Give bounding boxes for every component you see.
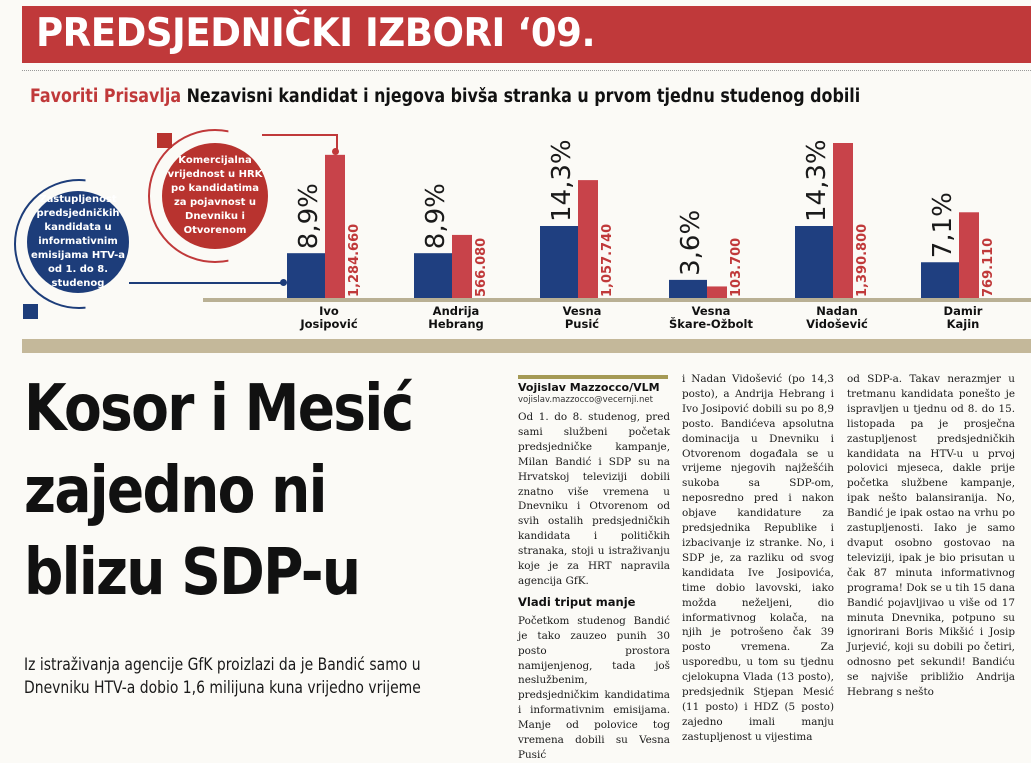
bar-tv-share bbox=[669, 279, 707, 298]
legend-text-line: Dnevniku i bbox=[185, 211, 245, 222]
legend-hrk-value: Komercijalna vrijednost u HRK po kandidati… bbox=[162, 143, 268, 249]
legend-connector-blue bbox=[129, 282, 283, 284]
category-label-line: Škare-Ožbolt bbox=[669, 317, 753, 331]
article-headline: Kosor i Mesić zajedno ni blizu SDP-u bbox=[24, 368, 437, 614]
subheading-text: Nezavisni kandidat i njegova bivša stran… bbox=[186, 86, 861, 107]
data-label-percent: 7,1% bbox=[928, 192, 958, 258]
data-label-percent: 14,3% bbox=[802, 139, 832, 222]
bar-tv-share bbox=[287, 253, 325, 298]
legend-text-line: predsjedničkih bbox=[36, 208, 120, 219]
legend-text-line: za pojavnost u bbox=[173, 197, 257, 208]
legend-text-line: Otvorenom bbox=[183, 225, 247, 236]
section-banner: PREDSJEDNIČKI IZBORI ‘09. bbox=[22, 6, 1031, 63]
subsection-heading: Vladi triput manje bbox=[518, 594, 636, 609]
dotted-divider bbox=[22, 70, 1031, 71]
bar-tv-share bbox=[414, 253, 452, 298]
legend-text-line: emisijama HTV-a bbox=[31, 250, 125, 261]
data-label-hrk: 566.080 bbox=[474, 238, 489, 297]
category-label-line: Vesna bbox=[562, 304, 602, 318]
category-label-line: Ivo bbox=[319, 304, 339, 318]
bar-hrk-value bbox=[325, 154, 345, 298]
headline-line: Kosor i Mesić bbox=[24, 372, 414, 446]
category-label: Andrija Hebrang bbox=[396, 305, 516, 331]
legend-text-line: informativnim bbox=[38, 236, 118, 247]
data-label-hrk: 769.110 bbox=[981, 238, 996, 297]
legend-connector-red bbox=[262, 134, 338, 153]
article-column-1: Od 1. do 8. studenog, pred sami službeni… bbox=[518, 410, 670, 763]
data-label-hrk: 103.700 bbox=[729, 238, 744, 297]
data-label-percent: 8,9% bbox=[421, 183, 451, 249]
data-label-hrk: 1,057.740 bbox=[600, 224, 615, 297]
legend-text-line: vrijednost u HRK bbox=[167, 169, 263, 180]
bar-tv-share bbox=[795, 226, 833, 298]
legend-text-line: studenog bbox=[51, 278, 105, 289]
bar-hrk-value bbox=[959, 212, 979, 298]
bar-tv-share bbox=[921, 262, 959, 298]
decorative-strip bbox=[22, 339, 1031, 353]
paragraph: od SDP-a. Takav nerazmjer u tretmanu kan… bbox=[847, 373, 1015, 699]
legend-square-red bbox=[157, 133, 172, 148]
legend-text-line: Zastupljenost bbox=[39, 194, 117, 205]
category-label-line: Kajin bbox=[946, 317, 980, 331]
bar-hrk-value bbox=[833, 143, 853, 298]
category-label-line: Nadan bbox=[816, 304, 858, 318]
category-label-line: Hebrang bbox=[428, 317, 484, 331]
bar-chart: 8,9% 1,284.660 8,9% 566.080 14,3% 1,057.740 3,… bbox=[287, 139, 996, 298]
paragraph: i Nadan Vidošević (po 14,3 posto), a And… bbox=[682, 373, 834, 743]
category-label: Vesna Škare-Ožbolt bbox=[651, 305, 771, 331]
chart-baseline bbox=[203, 298, 1031, 302]
section-title: PREDSJEDNIČKI IZBORI ‘09. bbox=[36, 11, 596, 56]
legend-text-line: Komercijalna bbox=[178, 155, 252, 166]
category-label: Ivo Josipović bbox=[269, 305, 389, 331]
category-label-line: Andrija bbox=[432, 304, 480, 318]
data-label-percent: 3,6% bbox=[676, 210, 706, 276]
category-label-line: Vidošević bbox=[806, 317, 868, 331]
author-byline: Vojislav Mazzocco/VLM bbox=[518, 381, 660, 394]
category-label-line: Damir bbox=[943, 304, 983, 318]
legend-connector-dot-blue bbox=[280, 279, 287, 286]
article-column-2: i Nadan Vidošević (po 14,3 posto), a And… bbox=[682, 372, 834, 745]
category-label-line: Josipović bbox=[300, 317, 358, 331]
bar-hrk-value bbox=[707, 286, 727, 298]
byline-bar bbox=[518, 375, 668, 379]
bar-hrk-value bbox=[452, 234, 472, 298]
subheading-kicker: Favoriti Prisavlja bbox=[30, 86, 182, 107]
data-label-percent: 8,9% bbox=[294, 183, 324, 249]
category-label-line: Vesna bbox=[691, 304, 731, 318]
bar-tv-share bbox=[540, 226, 578, 298]
article-column-3: od SDP-a. Takav nerazmjer u tretmanu kan… bbox=[847, 372, 1015, 700]
headline-line: zajedno ni bbox=[24, 454, 327, 528]
headline-line: blizu SDP-u bbox=[24, 536, 361, 610]
data-label-percent: 14,3% bbox=[547, 139, 577, 222]
legend-text-line: po kandidatima bbox=[171, 183, 259, 194]
category-label: Vesna Pusić bbox=[522, 305, 642, 331]
category-label-line: Pusić bbox=[564, 317, 600, 331]
legend-text-line: od 1. do 8. bbox=[47, 264, 108, 275]
legend-text-line: kandidata u bbox=[44, 222, 112, 233]
article-lead: Iz istraživanja agencije GfK proizlazi d… bbox=[24, 655, 421, 698]
category-label: Nadan Vidošević bbox=[777, 305, 897, 331]
chart-subheading: Favoriti Prisavlja Nezavisni kandidat i … bbox=[30, 86, 860, 107]
data-label-hrk: 1,284.660 bbox=[347, 224, 362, 297]
legend-connector-dot-red bbox=[332, 148, 339, 155]
category-label: Damir Kajin bbox=[903, 305, 1023, 331]
data-label-hrk: 1,390.800 bbox=[855, 224, 870, 297]
bar-hrk-value bbox=[578, 180, 598, 298]
paragraph: Početkom studenog Bandić je tako zauzeo … bbox=[518, 614, 670, 761]
paragraph: Od 1. do 8. studenog, pred sami službeni… bbox=[518, 411, 670, 587]
legend-tv-share: Zastupljenost predsjedničkih kandidata u in… bbox=[27, 191, 129, 293]
author-email[interactable]: vojislav.mazzocco@vecernji.net bbox=[518, 395, 653, 405]
legend-square-blue bbox=[23, 304, 38, 319]
